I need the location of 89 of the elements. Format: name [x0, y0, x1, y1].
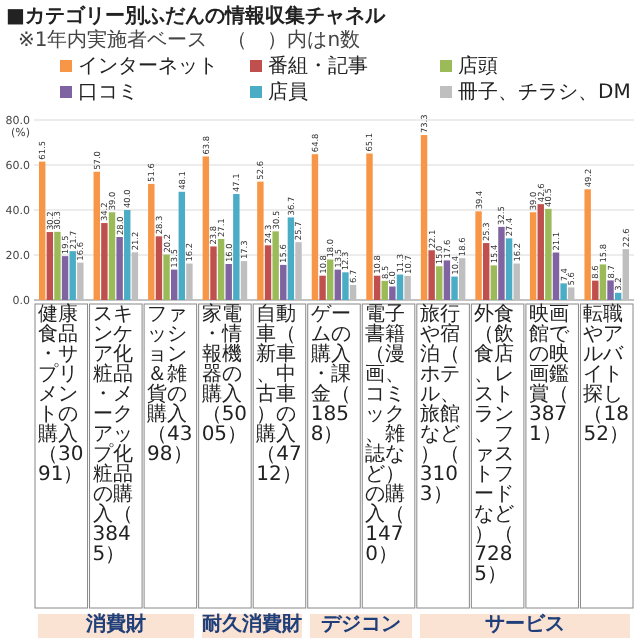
- bar: [170, 269, 178, 300]
- bar: [451, 276, 458, 300]
- chart-title: ■カテゴリー別ふだんの情報収集チャネル: [6, 3, 385, 29]
- bar: [131, 252, 139, 300]
- bar: [552, 252, 560, 300]
- bar: [513, 263, 520, 300]
- bar: [46, 232, 54, 300]
- bar: [148, 183, 155, 300]
- bar: [475, 211, 482, 300]
- bar: [93, 171, 100, 300]
- bar: [295, 242, 302, 300]
- bar: [482, 243, 490, 300]
- bar: [61, 256, 69, 300]
- bar: [326, 259, 334, 300]
- bar: [458, 258, 466, 300]
- bar: [272, 231, 279, 300]
- bar: [381, 280, 388, 300]
- bar: [210, 246, 217, 300]
- bar: [217, 239, 225, 300]
- bar: [622, 249, 629, 300]
- bar: [178, 191, 186, 300]
- bar: [490, 265, 498, 300]
- category-label: スキンケア化粧品・メークアップ化粧品の購入（3845）: [92, 304, 133, 566]
- bar: [108, 212, 116, 300]
- text: サービス: [419, 614, 630, 638]
- bar: [560, 283, 567, 300]
- x-tick-label: ゲームの購入・課金（1858）: [310, 304, 353, 446]
- bar: [529, 212, 537, 300]
- bar: [404, 275, 411, 300]
- x-tick-label: 転職やアルバイト探し（1852）: [583, 304, 631, 446]
- bar: [592, 280, 599, 300]
- bar: [505, 238, 513, 300]
- bar: [155, 236, 163, 300]
- x-tick-label: 家電・情報機器の購入（5005）: [201, 304, 250, 446]
- bar: [319, 275, 326, 300]
- bar: [311, 154, 319, 300]
- bar: [233, 194, 240, 300]
- text: 消費財: [38, 614, 194, 638]
- bar: [264, 245, 272, 300]
- bar: [396, 274, 404, 300]
- text: 耐久消費財: [201, 614, 303, 638]
- bar: [498, 226, 505, 300]
- bar: [349, 284, 357, 300]
- bar: [614, 292, 622, 300]
- legend-label: 口コミ: [78, 82, 138, 104]
- bar: [443, 260, 451, 300]
- chart-subtitle: ※1年内実施者ベース （ ）内はn数: [18, 27, 361, 54]
- bar: [537, 204, 544, 300]
- bar: [257, 181, 264, 300]
- category-label: 健康食品・サプリメントの購入（3091）: [38, 304, 84, 486]
- bar: [568, 287, 575, 300]
- text: デジコン: [310, 614, 412, 638]
- bar: [342, 272, 349, 300]
- bar: [124, 210, 131, 300]
- legend-label: 店頭: [458, 56, 498, 78]
- bar: [116, 237, 123, 300]
- category-label: 外食（飲食店、レストラン、ファストフードなど）（7285）: [474, 304, 515, 586]
- bar: [202, 156, 210, 300]
- x-tick-label: 映画館での映画鑑賞（3871）: [528, 304, 571, 446]
- bar: [54, 231, 61, 300]
- bar: [186, 263, 193, 300]
- bar: [101, 223, 108, 300]
- bar: [545, 208, 552, 300]
- category-label: 旅行や宿泊（ホテル、旅館など）（3103）: [419, 304, 460, 506]
- bar: [163, 254, 170, 300]
- legend-label: 番組・記事: [268, 56, 368, 78]
- bar: [389, 286, 396, 300]
- bar: [240, 261, 248, 300]
- legend-label: インターネット: [78, 56, 218, 78]
- bar: [287, 217, 295, 300]
- bar: [420, 135, 428, 300]
- bar: [584, 189, 591, 300]
- bar: [607, 280, 614, 300]
- bar: [599, 264, 607, 300]
- x-tick-label: ファッション＆雑貨の購入（4398）: [147, 304, 195, 466]
- bar: [428, 250, 435, 300]
- bar: [373, 275, 381, 300]
- bar: [225, 264, 232, 300]
- bar: [334, 269, 342, 300]
- category-label: 自動車（新車、中古車）の購入（4712）: [256, 304, 302, 486]
- bar: [280, 264, 287, 300]
- bar: [69, 251, 76, 300]
- bar: [77, 262, 84, 300]
- bar: [436, 266, 443, 300]
- bar: [366, 153, 373, 300]
- legend-label: 店員: [268, 82, 308, 104]
- category-label: 電子書籍（漫画、コミック、雑誌など）の購入（1470）: [365, 304, 406, 566]
- bar: [39, 161, 46, 300]
- legend-label: 冊子、チラシ、DM: [458, 82, 631, 104]
